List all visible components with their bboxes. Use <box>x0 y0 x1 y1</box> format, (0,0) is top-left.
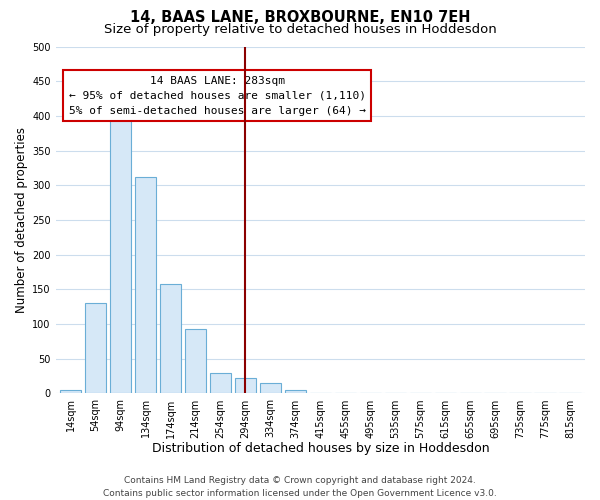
X-axis label: Distribution of detached houses by size in Hoddesdon: Distribution of detached houses by size … <box>152 442 489 455</box>
Bar <box>85 304 106 394</box>
Bar <box>559 393 581 394</box>
Bar <box>160 284 181 394</box>
Text: 14, BAAS LANE, BROXBOURNE, EN10 7EH: 14, BAAS LANE, BROXBOURNE, EN10 7EH <box>130 10 470 25</box>
Bar <box>185 329 206 394</box>
Y-axis label: Number of detached properties: Number of detached properties <box>15 127 28 313</box>
Bar <box>235 378 256 394</box>
Bar <box>110 111 131 394</box>
Text: 14 BAAS LANE: 283sqm
← 95% of detached houses are smaller (1,110)
5% of semi-det: 14 BAAS LANE: 283sqm ← 95% of detached h… <box>68 76 365 116</box>
Bar <box>135 177 156 394</box>
Bar <box>310 393 331 394</box>
Bar <box>60 390 81 394</box>
Bar <box>260 383 281 394</box>
Text: Contains HM Land Registry data © Crown copyright and database right 2024.
Contai: Contains HM Land Registry data © Crown c… <box>103 476 497 498</box>
Bar <box>210 374 231 394</box>
Bar <box>285 390 306 394</box>
Text: Size of property relative to detached houses in Hoddesdon: Size of property relative to detached ho… <box>104 22 496 36</box>
